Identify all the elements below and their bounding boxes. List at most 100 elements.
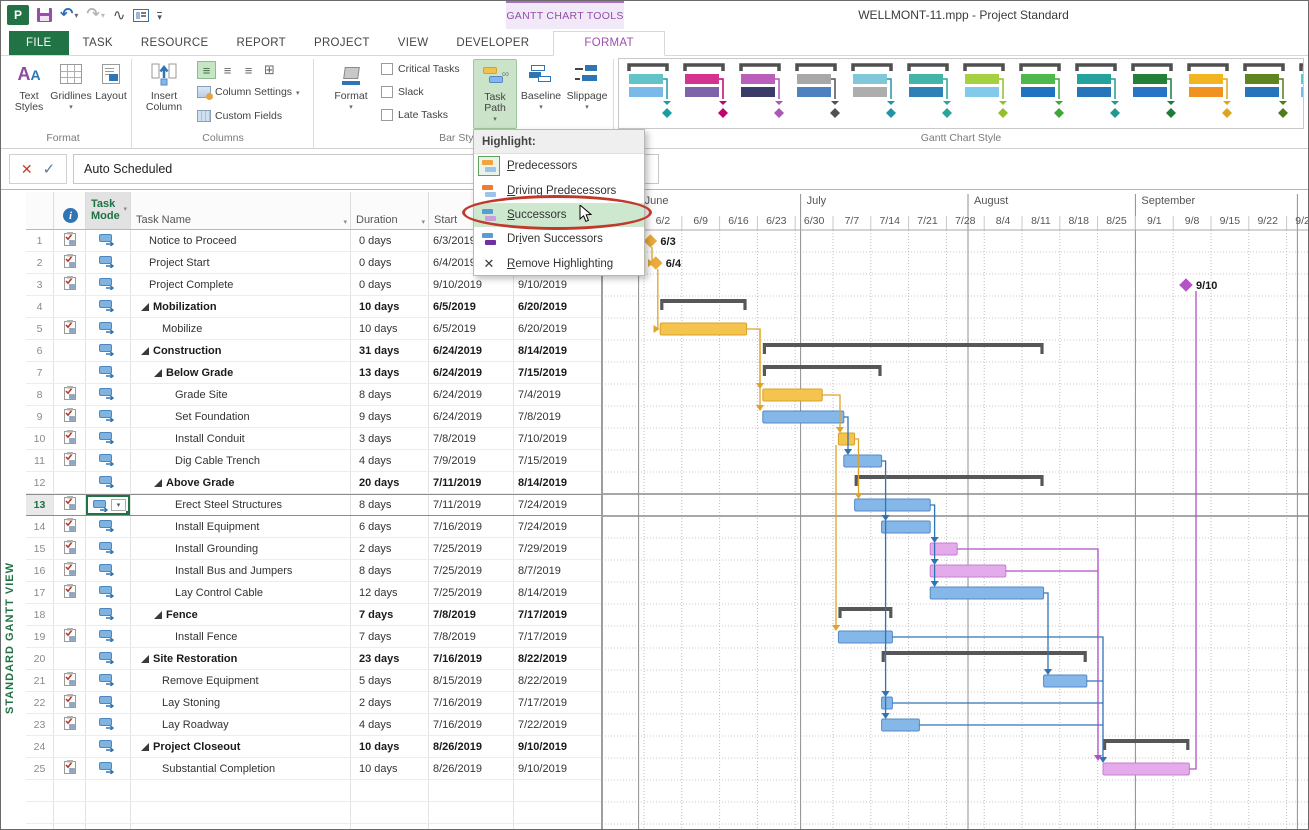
task-name-cell[interactable]: Project Complete [131, 274, 351, 295]
task-name-cell[interactable]: Below Grade [131, 362, 351, 383]
row-number-cell[interactable]: 4 [26, 296, 54, 317]
tab-report[interactable]: REPORT [236, 37, 286, 49]
start-cell[interactable]: 7/8/2019 [429, 604, 514, 625]
duration-cell[interactable]: 9 days [351, 406, 429, 427]
collapse-triangle-icon[interactable] [141, 346, 149, 355]
gantt-style-8[interactable] [1017, 61, 1073, 128]
text-styles-button[interactable]: AA Text Styles [7, 59, 51, 113]
row-number-cell[interactable]: 17 [26, 582, 54, 603]
info-cell[interactable] [54, 626, 86, 647]
gantt-style-7[interactable] [961, 61, 1017, 128]
duration-cell[interactable]: 0 days [351, 230, 429, 251]
task-mode-cell[interactable] [86, 450, 131, 471]
info-cell[interactable] [54, 252, 86, 273]
row-number-cell[interactable]: 7 [26, 362, 54, 383]
info-column-header[interactable]: i [54, 192, 86, 229]
finish-cell[interactable]: 7/17/2019 [514, 604, 601, 625]
customize-qat-button[interactable]: ▾ [157, 12, 162, 22]
info-cell[interactable] [54, 692, 86, 713]
info-cell[interactable] [54, 670, 86, 691]
start-cell[interactable]: 7/25/2019 [429, 538, 514, 559]
task-mode-cell[interactable] [86, 538, 131, 559]
menu-item-driven-successors[interactable]: Driven Successors [474, 227, 644, 251]
task-mode-cell[interactable] [86, 736, 131, 757]
table-row[interactable]: 6 Construction 31 days 6/24/2019 8/14/2019 [26, 340, 601, 362]
task-name-cell[interactable]: Lay Stoning [131, 692, 351, 713]
row-number-cell[interactable]: 25 [26, 758, 54, 779]
table-row[interactable]: 17 Lay Control Cable 12 days 7/25/2019 8/14… [26, 582, 601, 604]
start-cell[interactable]: 7/16/2019 [429, 516, 514, 537]
finish-cell[interactable]: 7/15/2019 [514, 450, 601, 471]
table-row[interactable]: 10 Install Conduit 3 days 7/8/2019 7/10/201… [26, 428, 601, 450]
table-row[interactable]: 19 Install Fence 7 days 7/8/2019 7/17/2019 [26, 626, 601, 648]
gantt-style-1[interactable] [625, 61, 681, 128]
start-cell[interactable]: 7/9/2019 [429, 450, 514, 471]
save-icon[interactable] [37, 8, 52, 22]
gantt-style-3[interactable] [737, 61, 793, 128]
info-cell[interactable] [54, 450, 86, 471]
task-name-cell[interactable]: Install Bus and Jumpers [131, 560, 351, 581]
baseline-button[interactable]: Baseline ▾ [519, 59, 563, 111]
start-cell[interactable]: 7/25/2019 [429, 582, 514, 603]
info-cell[interactable] [54, 495, 86, 515]
task-mode-cell[interactable] [86, 428, 131, 449]
duration-cell[interactable]: 10 days [351, 296, 429, 317]
duration-cell[interactable]: 8 days [351, 560, 429, 581]
align-center-button[interactable]: ≡ [223, 62, 232, 78]
row-number-cell[interactable]: 9 [26, 406, 54, 427]
task-name-cell[interactable]: Site Restoration [131, 648, 351, 669]
gantt-style-4[interactable] [793, 61, 849, 128]
task-name-cell[interactable]: Install Conduit [131, 428, 351, 449]
task-mode-cell[interactable] [86, 626, 131, 647]
tab-project[interactable]: PROJECT [313, 37, 370, 49]
task-name-cell[interactable]: Mobilize [131, 318, 351, 339]
table-row[interactable]: 25 Substantial Completion 10 days 8/26/201… [26, 758, 601, 780]
start-cell[interactable]: 7/16/2019 [429, 648, 514, 669]
task-name-cell[interactable]: Substantial Completion [131, 758, 351, 779]
task-mode-header[interactable]: Task Mode ▾ [86, 192, 131, 229]
align-right-button[interactable]: ≡ [244, 62, 253, 78]
collapse-triangle-icon[interactable] [141, 654, 149, 663]
task-mode-cell[interactable] [86, 362, 131, 383]
task-name-cell[interactable]: Above Grade [131, 472, 351, 493]
info-cell[interactable] [54, 318, 86, 339]
duration-cell[interactable]: 31 days [351, 340, 429, 361]
start-cell[interactable]: 7/16/2019 [429, 692, 514, 713]
gantt-style-10[interactable] [1129, 61, 1185, 128]
row-number-cell[interactable]: 1 [26, 230, 54, 251]
finish-cell[interactable]: 8/22/2019 [514, 648, 601, 669]
duration-cell[interactable]: 10 days [351, 758, 429, 779]
duration-cell[interactable]: 7 days [351, 626, 429, 647]
start-cell[interactable]: 6/24/2019 [429, 406, 514, 427]
fill-handle[interactable] [126, 511, 130, 515]
finish-cell[interactable]: 8/14/2019 [514, 472, 601, 493]
row-number-cell[interactable]: 8 [26, 384, 54, 405]
task-name-cell[interactable]: Dig Cable Trench [131, 450, 351, 471]
empty-table-row[interactable] [26, 824, 601, 829]
row-number-cell[interactable]: 24 [26, 736, 54, 757]
duration-cell[interactable]: 8 days [351, 384, 429, 405]
task-mode-cell[interactable] [86, 252, 131, 273]
task-name-cell[interactable]: Install Grounding [131, 538, 351, 559]
row-number-cell[interactable]: 22 [26, 692, 54, 713]
collapse-triangle-icon[interactable] [141, 742, 149, 751]
project-logo-icon[interactable]: P [7, 5, 29, 25]
table-row[interactable]: 13 ▾ Erect Steel Structures 8 days 7/11/20… [26, 494, 601, 516]
info-cell[interactable] [54, 604, 86, 625]
gantt-style-2[interactable] [681, 61, 737, 128]
start-cell[interactable]: 6/5/2019 [429, 318, 514, 339]
start-cell[interactable]: 6/24/2019 [429, 384, 514, 405]
table-row[interactable]: 16 Install Bus and Jumpers 8 days 7/25/201… [26, 560, 601, 582]
table-row[interactable]: 21 Remove Equipment 5 days 8/15/2019 8/22/2… [26, 670, 601, 692]
task-name-cell[interactable]: Install Fence [131, 626, 351, 647]
info-cell[interactable] [54, 582, 86, 603]
table-row[interactable]: 9 Set Foundation 9 days 6/24/2019 7/8/2019 [26, 406, 601, 428]
duration-header[interactable]: Duration ▾ [351, 192, 429, 229]
finish-cell[interactable]: 8/14/2019 [514, 582, 601, 603]
cancel-entry-icon[interactable]: ✕ [20, 160, 33, 177]
finish-cell[interactable]: 6/20/2019 [514, 318, 601, 339]
gantt-style-12[interactable] [1241, 61, 1297, 128]
table-row[interactable]: 14 Install Equipment 6 days 7/16/2019 7/24/… [26, 516, 601, 538]
finish-cell[interactable]: 7/29/2019 [514, 538, 601, 559]
insert-column-button[interactable]: Insert Column [139, 59, 189, 113]
